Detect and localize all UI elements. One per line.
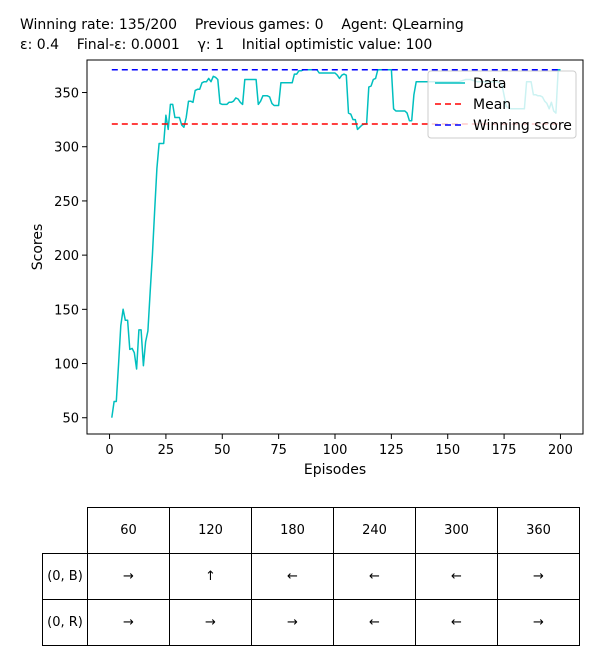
legend-box [427,70,577,139]
policy-header-row: 60 120 180 240 300 360 [42,507,580,554]
y-tick-label: 50 [62,412,79,427]
policy-corner-cell [42,507,88,554]
y-tick-label: 250 [54,195,79,210]
x-axis-label: Episodes [304,462,366,478]
legend-label-winning: Winning score [473,118,572,134]
policy-cell: ← [415,599,498,646]
y-tick-label: 150 [54,303,79,318]
x-tick-label: 75 [270,443,287,458]
policy-row: (0, R) → → → ← ← → [42,599,580,646]
policy-cell: → [497,553,580,600]
policy-cell: → [169,599,252,646]
header-line-1: Winning rate: 135/200 Previous games: 0 … [20,17,464,33]
x-tick-label: 150 [435,443,460,458]
header-line-2: ε: 0.4 Final-ε: 0.0001 γ: 1 Initial opti… [20,37,433,53]
x-tick-label: 0 [105,443,113,458]
x-tick-label: 125 [379,443,404,458]
policy-row-header: (0, R) [42,599,88,646]
policy-row-header: (0, B) [42,553,88,600]
y-tick-label: 200 [54,249,79,264]
policy-col-header: 300 [415,507,498,554]
policy-cell: → [497,599,580,646]
y-axis-label: Scores [30,224,46,271]
policy-col-header: 240 [333,507,416,554]
policy-col-header: 120 [169,507,252,554]
y-tick-label: 300 [54,141,79,156]
y-tick-label: 350 [54,87,79,102]
x-tick-label: 175 [492,443,517,458]
policy-cell: → [251,599,334,646]
legend-label-data: Data [473,76,506,92]
legend: Data Mean Winning score [427,70,577,139]
scores-chart: 0 25 50 75 100 125 150 175 200 50 100 150 200 250 300 3… [30,59,584,478]
policy-cell: ← [333,553,416,600]
policy-cell: → [87,599,170,646]
x-tick-label: 25 [158,443,175,458]
policy-cell: ↑ [169,553,252,600]
x-tick-label: 200 [548,443,573,458]
policy-cell: ← [333,599,416,646]
x-tick-label: 100 [323,443,348,458]
policy-table: 60 120 180 240 300 360 (0, B) → ↑ ← ← ← … [42,507,580,646]
y-tick-label: 100 [54,358,79,373]
policy-row: (0, B) → ↑ ← ← ← → [42,553,580,600]
policy-col-header: 360 [497,507,580,554]
policy-cell: ← [251,553,334,600]
policy-col-header: 60 [87,507,170,554]
policy-cell: ← [415,553,498,600]
x-tick-label: 50 [214,443,231,458]
policy-cell: → [87,553,170,600]
policy-col-header: 180 [251,507,334,554]
legend-label-mean: Mean [473,97,511,113]
